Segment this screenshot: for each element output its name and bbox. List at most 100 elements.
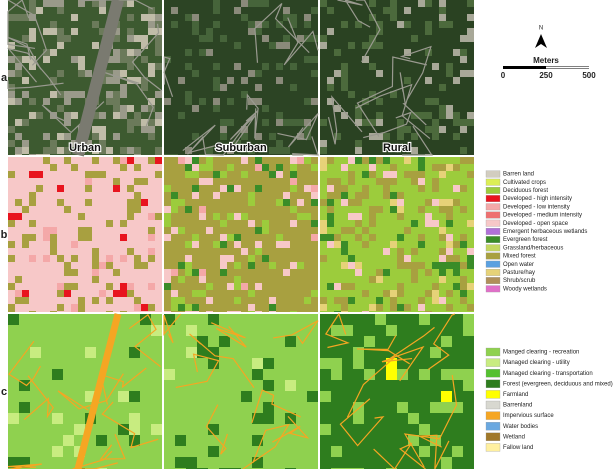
map-cell — [148, 248, 155, 255]
map-cell — [334, 255, 341, 262]
legend-swatch — [485, 400, 501, 410]
map-cell — [206, 133, 213, 140]
map-cell — [285, 325, 296, 336]
map-cell — [446, 304, 453, 311]
map-cell — [43, 213, 50, 220]
map-cell — [134, 0, 141, 7]
legend-label: Evergreen forest — [503, 237, 548, 243]
map-cell — [192, 220, 199, 227]
map-cell — [8, 63, 15, 70]
map-cell — [397, 192, 404, 199]
map-cell — [241, 56, 248, 63]
map-cell — [113, 241, 120, 248]
map-cell — [241, 213, 248, 220]
map-cell — [192, 192, 199, 199]
map-cell — [297, 7, 304, 14]
map-cell — [99, 171, 106, 178]
map-cell — [155, 14, 162, 21]
map-cell — [99, 262, 106, 269]
map-cell — [304, 185, 311, 192]
legend-swatch — [485, 379, 501, 388]
map-cell — [171, 133, 178, 140]
map-cell — [85, 147, 92, 154]
map-cell — [269, 311, 276, 312]
map-cell — [404, 112, 411, 119]
map-cell — [397, 290, 404, 297]
map-cell — [164, 255, 171, 262]
map-cell — [50, 192, 57, 199]
map-cell — [186, 380, 197, 391]
road — [283, 17, 319, 66]
map-cell — [320, 112, 327, 119]
map-cell — [120, 0, 127, 7]
map-cell — [362, 49, 369, 56]
map-cell — [57, 42, 64, 49]
map-cell — [227, 105, 234, 112]
map-cell — [304, 126, 311, 133]
map-cell — [376, 119, 383, 126]
map-cell — [252, 314, 263, 325]
map-cell — [22, 35, 29, 42]
map-cell — [320, 325, 331, 336]
road — [57, 373, 124, 411]
map-cell — [241, 304, 248, 311]
map-cell — [290, 227, 297, 234]
map-cell — [262, 0, 269, 7]
map-cell — [446, 63, 453, 70]
map-cell — [446, 164, 453, 171]
map-cell — [178, 178, 185, 185]
legend-label: Farmland — [503, 392, 528, 398]
map-cell — [425, 63, 432, 70]
map-cell — [36, 91, 43, 98]
map-cell — [386, 435, 397, 446]
map-cell — [22, 234, 29, 241]
map-cell — [446, 112, 453, 119]
map-cell — [206, 269, 213, 276]
map-cell — [290, 206, 297, 213]
map-cell — [134, 262, 141, 269]
map-cell — [383, 84, 390, 91]
map-cell — [331, 325, 342, 336]
map-cell — [29, 220, 36, 227]
map-cell — [8, 112, 15, 119]
map-cell — [397, 234, 404, 241]
map-cell — [327, 276, 334, 283]
map-cell — [404, 56, 411, 63]
map-cell — [164, 283, 171, 290]
map-cell — [185, 91, 192, 98]
map-cell — [227, 157, 234, 164]
map-cell — [425, 77, 432, 84]
map-cell — [453, 241, 460, 248]
map-cell — [262, 105, 269, 112]
map-cell — [71, 206, 78, 213]
map-cell — [304, 98, 311, 105]
map-cell — [155, 154, 162, 155]
map-cell — [192, 119, 199, 126]
map-cell — [178, 227, 185, 234]
map-cell — [252, 358, 263, 369]
map-cell — [348, 171, 355, 178]
map-cell — [376, 21, 383, 28]
map-cell — [220, 262, 227, 269]
map-cell — [171, 49, 178, 56]
map-cell — [43, 178, 50, 185]
map-cell — [439, 199, 446, 206]
map-cell — [22, 119, 29, 126]
map-cell — [164, 164, 171, 171]
map-cell — [383, 269, 390, 276]
map-cell — [151, 435, 162, 446]
map-cell — [252, 336, 263, 347]
map-cell — [397, 314, 408, 325]
map-cell — [57, 147, 64, 154]
map-cell — [213, 283, 220, 290]
map-cell — [432, 70, 439, 77]
map-cell — [418, 98, 425, 105]
map-cell — [155, 304, 162, 311]
map-cell — [64, 147, 71, 154]
map-cell — [178, 98, 185, 105]
map-cell — [120, 178, 127, 185]
map-cell — [307, 358, 318, 369]
map-cell — [63, 369, 74, 380]
map-cell — [178, 91, 185, 98]
map-cell — [304, 171, 311, 178]
